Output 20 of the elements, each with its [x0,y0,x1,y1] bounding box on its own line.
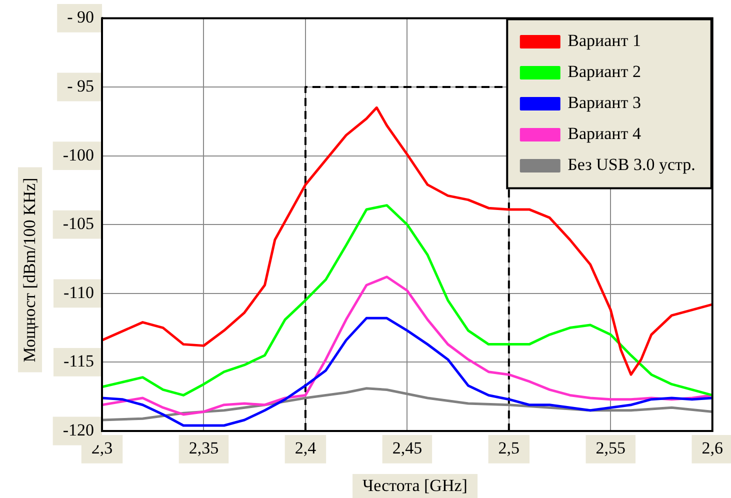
legend-label: Вариант 1 [568,31,641,50]
x-tick-label: 2,5 [498,438,520,458]
y-tick-label: -110 [63,282,94,302]
legend-label: Вариант 3 [568,93,641,112]
x-tick-label: 2,45 [392,438,422,458]
legend-label: Вариант 2 [568,62,641,82]
y-axis-title: Мощност [dBm/100 KHz] [18,168,42,372]
x-tick-label: 2,55 [596,438,626,458]
legend-label: Вариант 4 [568,124,642,144]
x-tick-label: 2,35 [188,438,219,458]
x-tick-label: 2,4 [294,438,317,458]
x-tick-label: 2,6 [702,438,723,458]
y-tick-label: -105 [62,214,94,234]
y-tick-label: -115 [63,352,94,371]
y-tick-label: -120 [62,420,94,440]
y-tick-label: - 90 [67,8,94,27]
x-axis-title: Честота [GHz] [352,474,478,498]
y-tick-label: -100 [62,145,94,164]
legend-label: Без USB 3.0 устр. [568,155,696,174]
y-tick-label: - 95 [67,76,94,96]
